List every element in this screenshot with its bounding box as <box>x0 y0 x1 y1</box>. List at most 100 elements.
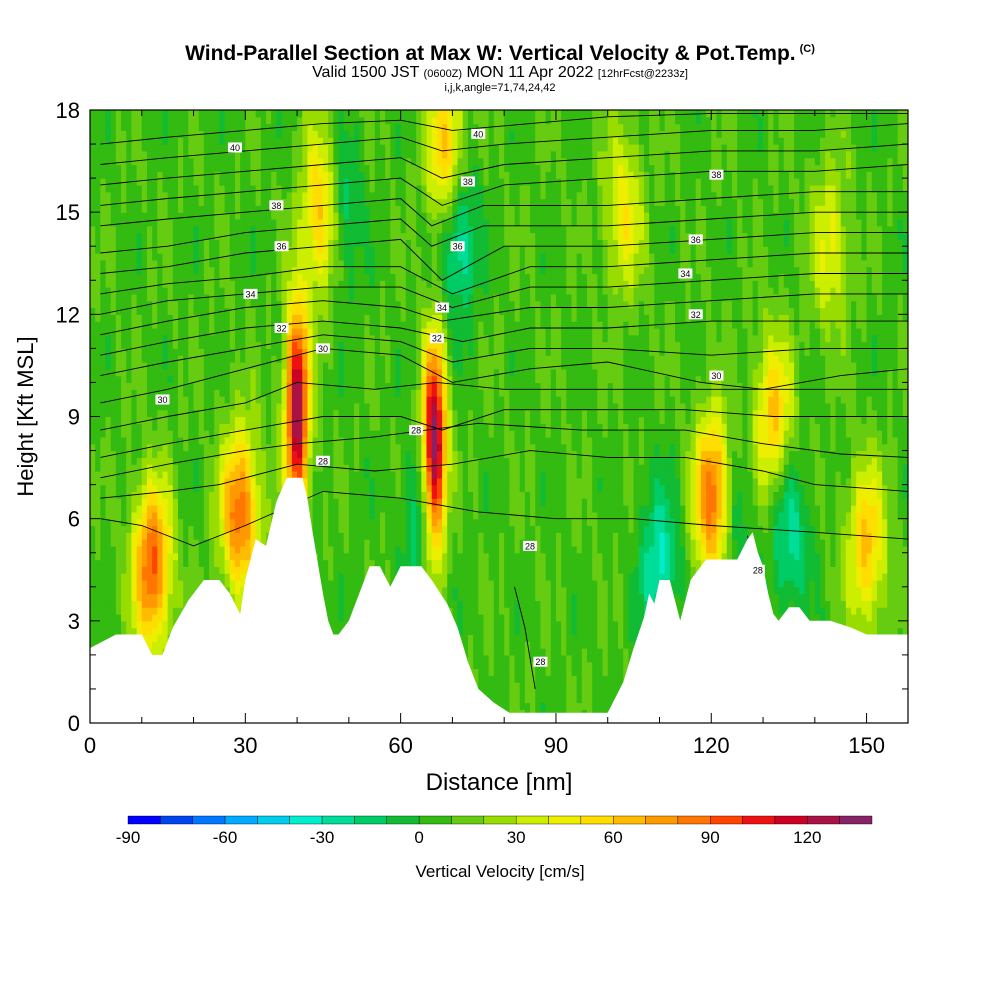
velocity-cell <box>178 389 184 397</box>
velocity-cell <box>271 212 277 220</box>
velocity-cell <box>198 178 205 186</box>
velocity-cell <box>90 205 96 213</box>
velocity-cell <box>338 491 345 499</box>
velocity-cell <box>110 198 117 206</box>
velocity-cell <box>162 307 169 315</box>
velocity-cell <box>193 327 200 336</box>
velocity-cell <box>115 314 122 322</box>
velocity-cell <box>146 110 153 118</box>
velocity-cell <box>162 341 169 349</box>
velocity-cell <box>110 314 117 322</box>
velocity-cell <box>90 280 96 288</box>
velocity-cell <box>188 362 195 370</box>
velocity-cell <box>193 273 200 281</box>
velocity-cell <box>354 409 360 418</box>
velocity-cell <box>131 273 138 281</box>
velocity-cell <box>354 593 360 601</box>
velocity-cell <box>354 205 360 213</box>
velocity-cell <box>136 620 143 629</box>
velocity-cell <box>95 409 101 418</box>
velocity-cell <box>297 389 303 397</box>
velocity-cell <box>338 150 345 159</box>
velocity-cell <box>178 123 184 132</box>
velocity-cell <box>198 559 205 567</box>
velocity-cell <box>234 491 241 499</box>
velocity-cell <box>312 198 319 206</box>
velocity-cell <box>297 253 303 261</box>
velocity-cell <box>198 430 205 438</box>
velocity-cell <box>157 505 164 513</box>
velocity-cell <box>100 477 107 486</box>
velocity-cell <box>354 539 360 547</box>
velocity-cell <box>146 368 153 377</box>
velocity-cell <box>178 280 184 288</box>
velocity-cell <box>312 396 319 404</box>
velocity-cell <box>348 198 355 206</box>
velocity-cell <box>121 579 127 588</box>
velocity-cell <box>141 280 148 288</box>
velocity-cell <box>136 157 143 166</box>
velocity-cell <box>188 525 195 533</box>
velocity-cell <box>322 198 329 206</box>
velocity-cell <box>90 552 96 561</box>
velocity-cell <box>157 627 164 636</box>
velocity-cell <box>157 130 164 138</box>
velocity-cell <box>121 314 127 322</box>
velocity-cell <box>245 396 252 404</box>
velocity-cell <box>343 300 350 309</box>
velocity-cell <box>260 450 267 458</box>
velocity-cell <box>245 327 252 336</box>
velocity-cell <box>110 443 117 452</box>
velocity-cell <box>198 382 205 390</box>
velocity-cell <box>95 171 101 179</box>
velocity-cell <box>229 198 236 206</box>
velocity-cell <box>121 280 127 288</box>
velocity-cell <box>203 218 210 227</box>
velocity-cell <box>95 436 101 445</box>
velocity-cell <box>121 607 127 615</box>
velocity-cell <box>90 409 96 418</box>
velocity-cell <box>141 579 148 588</box>
velocity-cell <box>271 130 277 138</box>
velocity-cell <box>307 164 314 172</box>
velocity-cell <box>250 505 257 513</box>
velocity-cell <box>136 348 143 356</box>
velocity-cell <box>291 157 298 166</box>
velocity-cell <box>271 178 277 186</box>
velocity-cell <box>121 246 127 254</box>
velocity-cell <box>369 518 376 527</box>
velocity-cell <box>105 232 112 241</box>
velocity-cell <box>219 293 226 302</box>
velocity-cell <box>183 579 189 588</box>
velocity-cell <box>328 607 334 615</box>
velocity-cell <box>219 511 226 520</box>
velocity-cell <box>219 552 226 561</box>
velocity-cell <box>90 334 96 343</box>
velocity-cell <box>131 443 138 452</box>
velocity-cell <box>219 484 226 493</box>
velocity-cell <box>348 314 355 322</box>
velocity-cell <box>157 498 164 506</box>
velocity-cell <box>328 218 334 227</box>
velocity-cell <box>167 280 174 288</box>
velocity-cell <box>369 470 376 479</box>
velocity-cell <box>307 150 314 159</box>
velocity-cell <box>219 198 226 206</box>
velocity-cell <box>90 184 96 193</box>
velocity-cell <box>110 171 117 179</box>
velocity-cell <box>260 246 267 254</box>
velocity-cell <box>131 348 138 356</box>
velocity-cell <box>322 184 329 193</box>
velocity-cell <box>343 470 350 479</box>
velocity-cell <box>198 218 205 227</box>
velocity-cell <box>307 498 314 506</box>
velocity-cell <box>245 464 252 472</box>
velocity-cell <box>105 110 112 118</box>
velocity-cell <box>338 321 345 329</box>
velocity-cell <box>307 505 314 513</box>
velocity-cell <box>266 348 272 356</box>
velocity-cell <box>245 334 252 343</box>
velocity-cell <box>224 212 231 220</box>
velocity-cell <box>193 171 200 179</box>
velocity-cell <box>141 450 148 458</box>
